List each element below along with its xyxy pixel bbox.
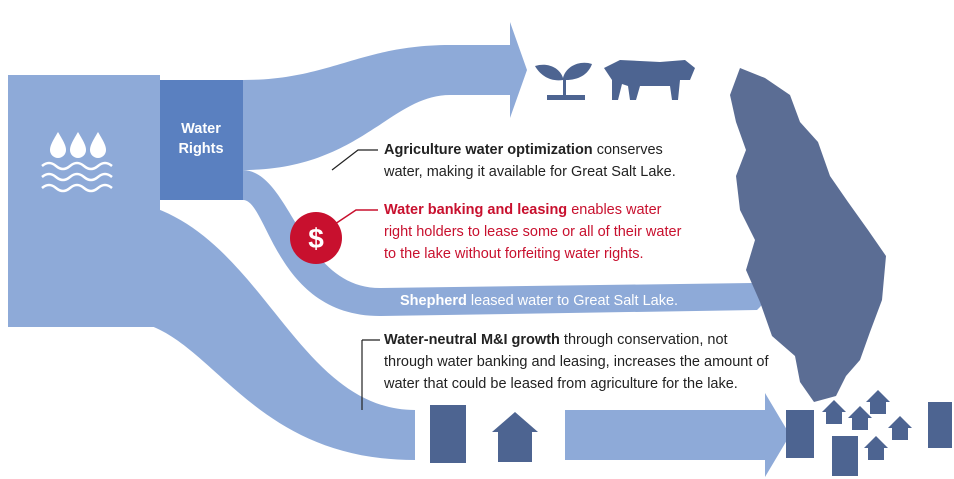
annotation: through water banking and leasing, incre… [384,354,769,370]
text-part: conserves [593,142,663,158]
text-part: through conservation, not [560,332,728,348]
dollar: $ [308,223,324,254]
text-part: Water-neutral M&I growth [384,332,560,348]
text-part: Agriculture water optimization [384,142,593,158]
text-part: Shepherd [400,293,467,309]
icons [430,60,952,476]
text-part: Water banking and leasing [384,202,567,218]
annotation: water, making it available for Great Sal… [383,164,676,180]
annotation: right holders to lease some or all of th… [384,224,682,240]
text-part: leased water to Great Salt Lake. [467,293,678,309]
water-rights-box [160,80,243,200]
dollar-circle [290,212,342,264]
text-part: enables water [567,202,661,218]
annotation: Water-neutral M&I growth through conserv… [384,332,728,348]
annotation: Water banking and leasing enables water [384,202,662,218]
water-icon [50,132,106,158]
waves [41,161,113,193]
annotation: to the lake without forfeiting water rig… [384,246,644,262]
lake [730,68,886,402]
annotation: Agriculture water optimization conserves [384,142,663,158]
connectors [331,149,380,410]
annotation: water that could be leased from agricult… [383,376,738,392]
red-connector [334,209,378,225]
box-label: Rights [178,141,223,157]
flow-label: Shepherd leased water to Great Salt Lake… [400,293,678,309]
box-label: Water [181,121,221,137]
flows [8,22,790,477]
